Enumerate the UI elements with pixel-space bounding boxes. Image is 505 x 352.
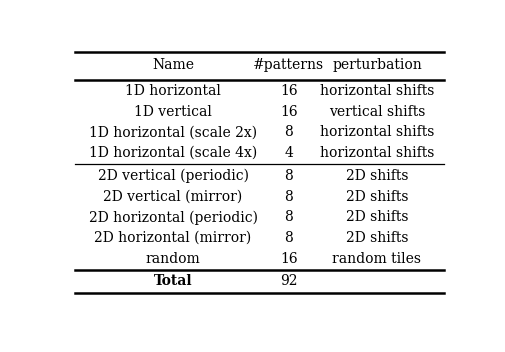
Text: 1D horizontal: 1D horizontal [125, 84, 221, 98]
Text: 8: 8 [284, 126, 292, 139]
Text: 4: 4 [284, 146, 292, 160]
Text: 16: 16 [279, 105, 297, 119]
Text: vertical shifts: vertical shifts [328, 105, 424, 119]
Text: 2D shifts: 2D shifts [345, 169, 408, 183]
Text: 2D shifts: 2D shifts [345, 231, 408, 245]
Text: 2D shifts: 2D shifts [345, 210, 408, 224]
Text: random tiles: random tiles [332, 252, 421, 265]
Text: horizontal shifts: horizontal shifts [319, 84, 433, 98]
Text: 16: 16 [279, 252, 297, 265]
Text: perturbation: perturbation [331, 58, 421, 72]
Text: 2D horizontal (periodic): 2D horizontal (periodic) [88, 210, 257, 225]
Text: 8: 8 [284, 210, 292, 224]
Text: 2D shifts: 2D shifts [345, 190, 408, 204]
Text: 8: 8 [284, 190, 292, 204]
Text: 2D horizontal (mirror): 2D horizontal (mirror) [94, 231, 251, 245]
Text: #patterns: #patterns [252, 58, 324, 72]
Text: 16: 16 [279, 84, 297, 98]
Text: 2D vertical (mirror): 2D vertical (mirror) [103, 190, 242, 204]
Text: Name: Name [152, 58, 194, 72]
Text: 1D vertical: 1D vertical [134, 105, 212, 119]
Text: horizontal shifts: horizontal shifts [319, 126, 433, 139]
Text: Total: Total [154, 274, 192, 288]
Text: 1D horizontal (scale 2x): 1D horizontal (scale 2x) [89, 126, 257, 139]
Text: horizontal shifts: horizontal shifts [319, 146, 433, 160]
Text: 92: 92 [279, 274, 297, 288]
Text: 8: 8 [284, 231, 292, 245]
Text: 2D vertical (periodic): 2D vertical (periodic) [97, 169, 248, 183]
Text: 1D horizontal (scale 4x): 1D horizontal (scale 4x) [89, 146, 257, 160]
Text: random: random [145, 252, 200, 265]
Text: 8: 8 [284, 169, 292, 183]
